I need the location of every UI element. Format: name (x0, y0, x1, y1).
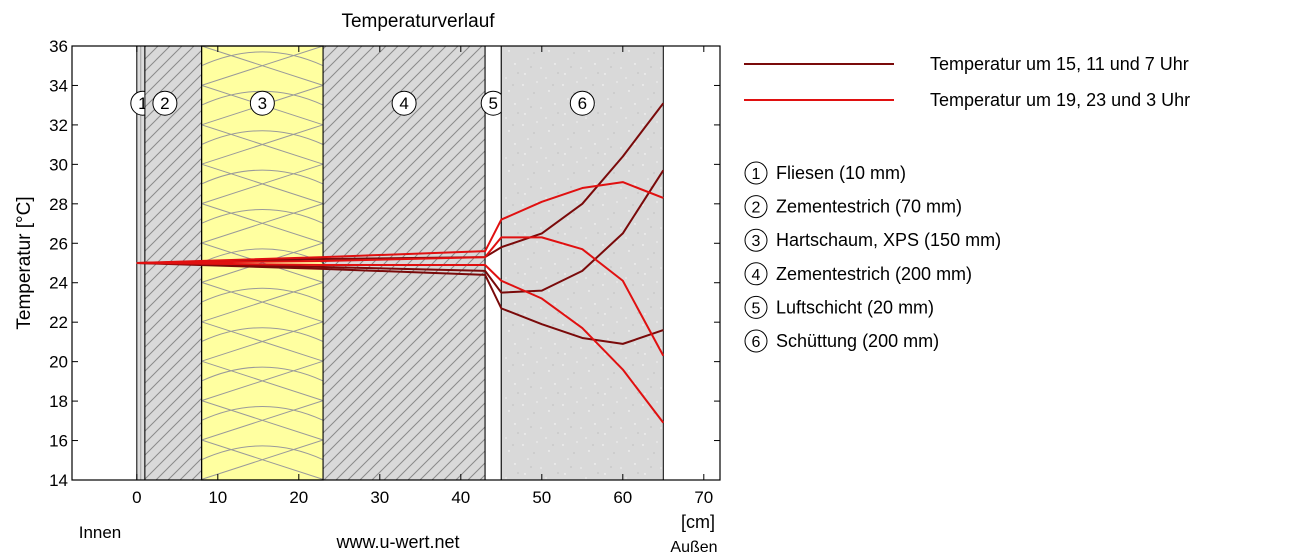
temperature-line-1-2 (136, 169, 665, 294)
y-tick-label: 14 (49, 471, 68, 490)
temperature-lines (136, 102, 665, 424)
x-tick-label: 20 (289, 488, 308, 507)
x-tick-label: 70 (694, 488, 713, 507)
x-tick-label: 40 (451, 488, 470, 507)
y-tick-label: 34 (49, 76, 68, 95)
svg-text:6: 6 (752, 334, 761, 351)
y-tick-label: 32 (49, 116, 68, 135)
outside-label: Außen (670, 539, 717, 556)
temperature-line-1-3 (136, 262, 664, 345)
temperature-line-1-1 (136, 102, 665, 264)
layer-5: 5 (480, 45, 506, 481)
x-tick-label: 10 (208, 488, 227, 507)
plot-frame (71, 45, 721, 481)
layer-6-number: 6 (569, 90, 595, 116)
x-tick-label: 30 (370, 488, 389, 507)
x-axis-unit-label: [cm] (681, 512, 715, 532)
layer-6: 6 (500, 45, 664, 481)
layer-legend-item: 5 Luftschicht (20 mm) (744, 295, 934, 319)
website-label: www.u-wert.net (335, 532, 459, 552)
svg-text:4: 4 (399, 94, 408, 113)
layer-3: 3 (201, 45, 324, 481)
layer-legend-item: 6 Schüttung (200 mm) (744, 329, 939, 353)
y-tick-label: 30 (49, 155, 68, 174)
y-tick-label: 20 (49, 353, 68, 372)
layer-legend-item: 2 Zementestrich (70 mm) (744, 195, 962, 219)
inside-label: Innen (79, 523, 122, 542)
legend-label-daytime: Temperatur um 15, 11 und 7 Uhr (930, 54, 1189, 74)
chart-title: Temperaturverlauf (341, 11, 495, 32)
x-tick-label: 50 (532, 488, 551, 507)
layer-legend-item: 1 Fliesen (10 mm) (744, 161, 906, 185)
svg-text:6: 6 (578, 94, 587, 113)
layer-4-rect (322, 45, 486, 481)
layer-legend-label: Fliesen (10 mm) (776, 163, 906, 183)
svg-text:5: 5 (488, 94, 497, 113)
layer-legend-label: Hartschaum, XPS (150 mm) (776, 230, 1001, 250)
y-tick-label: 24 (49, 274, 68, 293)
layer-4: 4 (322, 45, 486, 481)
legend-label-nighttime: Temperatur um 19, 23 und 3 Uhr (930, 90, 1190, 110)
layer-legend-label: Zementestrich (200 mm) (776, 264, 972, 284)
temperature-line-2-1 (136, 181, 664, 264)
temperature-line-2-3 (136, 262, 665, 424)
y-tick-label: 16 (49, 432, 68, 451)
x-tick-label: 0 (132, 488, 141, 507)
layer-legend-item: 4 Zementestrich (200 mm) (744, 262, 972, 286)
y-tick-label: 28 (49, 195, 68, 214)
layer-legend-label: Luftschicht (20 mm) (776, 297, 934, 317)
svg-text:1: 1 (752, 166, 761, 183)
y-tick-label: 26 (49, 234, 68, 253)
y-axis-label: Temperatur [°C] (14, 196, 35, 329)
svg-text:2: 2 (160, 94, 169, 113)
svg-text:3: 3 (752, 233, 761, 250)
temperature-line-2-2 (136, 236, 665, 357)
svg-text:1: 1 (138, 94, 147, 113)
series-legend: Temperatur um 15, 11 und 7 Uhr Temperatu… (744, 54, 1190, 110)
layer-legend: 1 Fliesen (10 mm) 2 Zementestrich (70 mm) 3 H… (744, 161, 1001, 353)
layer-4-number: 4 (391, 90, 417, 116)
layer-6-rect (500, 45, 664, 481)
y-tick-label: 22 (49, 313, 68, 332)
svg-text:5: 5 (752, 300, 761, 317)
y-tick-label: 36 (49, 37, 68, 56)
svg-text:3: 3 (258, 94, 267, 113)
layer-legend-label: Zementestrich (70 mm) (776, 197, 962, 217)
x-axis-ticks: 0 10 20 30 40 50 60 70 (132, 46, 713, 507)
svg-text:4: 4 (752, 267, 761, 284)
layer-5-number: 5 (480, 90, 506, 116)
layer-legend-label: Schüttung (200 mm) (776, 331, 939, 351)
x-tick-label: 60 (613, 488, 632, 507)
svg-text:2: 2 (752, 200, 761, 217)
layer-3-number: 3 (249, 90, 275, 116)
layer-legend-item: 3 Hartschaum, XPS (150 mm) (744, 228, 1001, 252)
layer-2-number: 2 (152, 90, 178, 116)
y-tick-label: 18 (49, 392, 68, 411)
